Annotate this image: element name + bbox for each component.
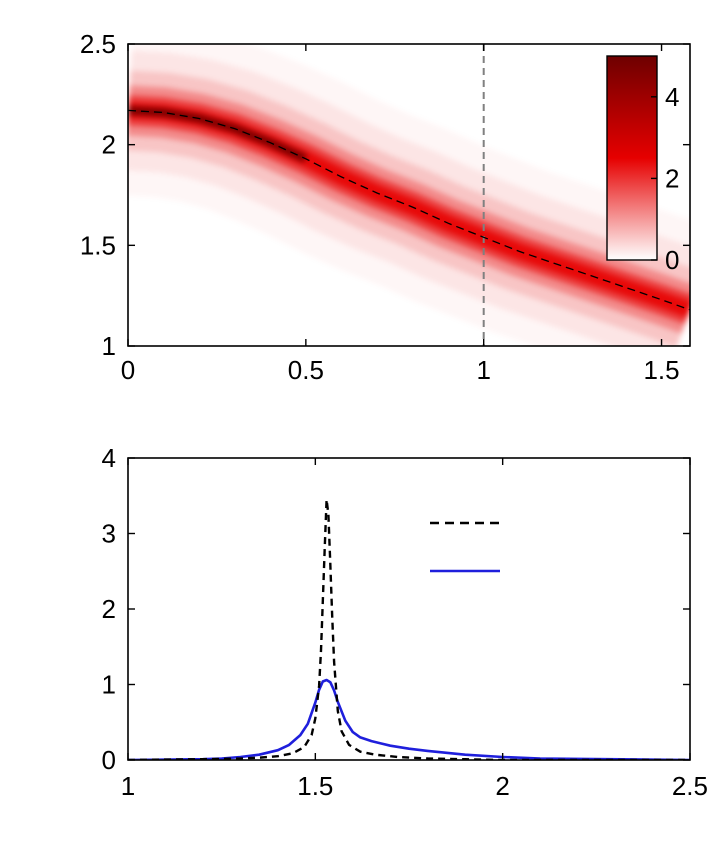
y-tick-label-b: 2 <box>102 594 116 624</box>
series-line-non-viscous <box>128 498 690 760</box>
legend <box>430 521 500 573</box>
y-tick-label-a: 1.5 <box>80 230 116 260</box>
x-tick-label-a: 1 <box>476 355 490 385</box>
x-tick-label-b: 1 <box>121 771 135 801</box>
y-tick-label-a: 2 <box>102 130 116 160</box>
x-tick-label-a: 0.5 <box>288 355 324 385</box>
dispersion-peak-line <box>128 109 690 311</box>
colorbar-tick-label: 4 <box>665 82 679 112</box>
series-line-viscous <box>128 678 690 760</box>
panel-a-axes-frame <box>127 43 691 347</box>
x-tick-label-a: 1.5 <box>643 355 679 385</box>
x-tick-label-b: 2 <box>495 771 509 801</box>
y-tick-label-b: 1 <box>102 670 116 700</box>
colorbar-tick-label: 0 <box>665 245 679 275</box>
colorbar-tick-label: 2 <box>665 163 679 193</box>
colorbar: 0 2 4 <box>606 55 679 275</box>
colorbar-gradient <box>606 55 658 261</box>
x-tick-label-a: 0 <box>121 355 135 385</box>
heatmap-bands <box>128 50 690 346</box>
y-tick-label-a: 1 <box>102 331 116 361</box>
y-tick-label-a: 2.5 <box>80 29 116 59</box>
y-tick-label-b: 0 <box>102 745 116 775</box>
panel-a: 0 0.5 1 1.5 1 1.5 2 2.5 0 2 4 <box>80 29 691 385</box>
x-tick-label-b: 2.5 <box>672 771 708 801</box>
y-tick-label-b: 3 <box>102 519 116 549</box>
panel-b-axes-frame <box>127 457 691 761</box>
y-tick-label-b: 4 <box>102 443 116 473</box>
x-tick-label-b: 1.5 <box>297 771 333 801</box>
